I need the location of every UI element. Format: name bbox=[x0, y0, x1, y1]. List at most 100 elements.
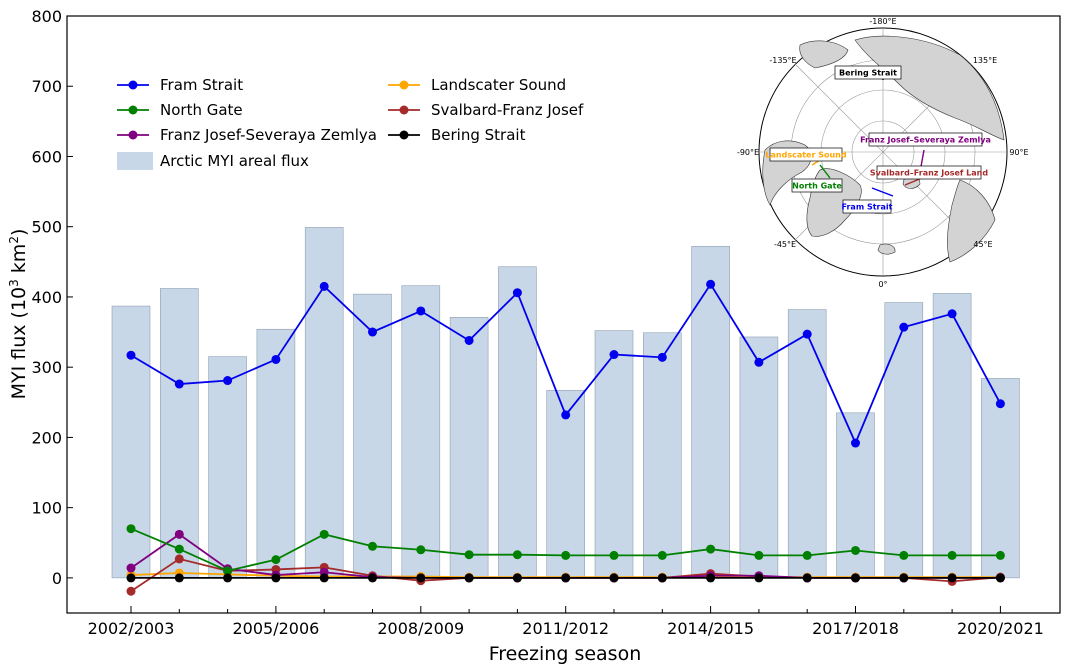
bar-2014/2015 bbox=[691, 246, 730, 579]
point-fram-strait-2006/2007 bbox=[319, 281, 329, 291]
point-north-gate-2003/2004 bbox=[174, 544, 184, 554]
legend-item-bering-strait: Bering Strait bbox=[388, 126, 526, 144]
legend-swatch-marker bbox=[128, 105, 138, 115]
bars-layer bbox=[111, 227, 1020, 579]
point-fram-strait-2016/2017 bbox=[802, 329, 812, 339]
legend-swatch-marker bbox=[399, 105, 409, 115]
point-north-gate-2019/2020 bbox=[947, 550, 957, 560]
y-tick-label: 300 bbox=[31, 358, 62, 377]
point-bering-strait-2004/2005 bbox=[223, 573, 233, 583]
legend-label: Svalbard-Franz Josef bbox=[431, 101, 584, 119]
point-bering-strait-2019/2020 bbox=[947, 573, 957, 583]
map-label-svalbard-franz-josef-land: Svalbard–Franz Josef Land bbox=[870, 165, 988, 180]
point-fram-strait-2010/2011 bbox=[512, 288, 522, 298]
point-fram-strait-2008/2009 bbox=[416, 306, 426, 316]
map-label-landscater-sound: Landscater Sound bbox=[765, 147, 847, 162]
svg-text:Franz Josef–Severaya Zemlya: Franz Josef–Severaya Zemlya bbox=[860, 136, 991, 145]
x-tick-label: 2011/2012 bbox=[522, 619, 609, 638]
point-svalbard-franz-josef-2003/2004 bbox=[174, 554, 184, 564]
x-tick-label: 2002/2003 bbox=[88, 619, 175, 638]
bar-2019/2020 bbox=[932, 293, 972, 579]
point-bering-strait-2009/2010 bbox=[464, 573, 474, 583]
map-lon-label: 45°E bbox=[973, 240, 992, 249]
bar-2013/2014 bbox=[642, 332, 682, 579]
point-fram-strait-2020/2021 bbox=[995, 399, 1005, 409]
point-north-gate-2010/2011 bbox=[512, 550, 522, 560]
x-tick-label: 2020/2021 bbox=[957, 619, 1044, 638]
x-axis: 2002/2003 2005/2006 2008/2009 2011/2012 2014… bbox=[88, 606, 1044, 638]
map-land-alaska bbox=[799, 40, 849, 69]
svg-text:Bering Strait: Bering Strait bbox=[839, 69, 897, 78]
bar-2012/2013 bbox=[594, 330, 634, 579]
bar-2020/2021 bbox=[981, 378, 1020, 579]
map-land-scandinavia bbox=[947, 179, 996, 263]
point-north-gate-2009/2010 bbox=[464, 550, 474, 560]
legend-label: Arctic MYI areal flux bbox=[160, 152, 309, 170]
point-bering-strait-2016/2017 bbox=[802, 573, 812, 583]
point-fram-strait-2003/2004 bbox=[174, 379, 184, 389]
map-gate-fram-strait bbox=[871, 187, 894, 197]
legend-swatch-marker bbox=[128, 130, 138, 140]
series-north-gate bbox=[126, 524, 1005, 576]
map-lon-label: 0° bbox=[878, 280, 887, 289]
arctic-inset-map: -180°E -135°E 135°E -90°E 90°E -45°E 45°… bbox=[737, 17, 1029, 289]
y-axis: 0 100 200 300 400 500 600 700 800 bbox=[31, 7, 73, 588]
point-fram-strait-2012/2013 bbox=[609, 350, 619, 360]
point-north-gate-2005/2006 bbox=[271, 555, 281, 565]
x-tick-label: 2008/2009 bbox=[377, 619, 464, 638]
plot-frame bbox=[66, 15, 1061, 614]
x-tick-label: 2005/2006 bbox=[232, 619, 319, 638]
map-lon-label: -135°E bbox=[769, 56, 796, 65]
x-tick-label: 2014/2015 bbox=[667, 619, 754, 638]
point-fram-strait-2004/2005 bbox=[223, 376, 233, 386]
point-svalbard-franz-josef-2002/2003 bbox=[126, 586, 136, 596]
point-fram-strait-2015/2016 bbox=[754, 357, 764, 367]
map-lon-label: -90°E bbox=[737, 148, 759, 157]
bar-2003/2004 bbox=[160, 288, 199, 579]
point-bering-strait-2010/2011 bbox=[512, 573, 522, 583]
point-bering-strait-2012/2013 bbox=[609, 573, 619, 583]
x-tick-label: 2017/2018 bbox=[812, 619, 899, 638]
point-bering-strait-2011/2012 bbox=[561, 573, 571, 583]
legend-swatch-marker bbox=[128, 80, 138, 90]
point-franz-josef-severaya-zemlya-2002/2003 bbox=[126, 563, 136, 573]
map-label-north-gate: North Gate bbox=[791, 178, 842, 193]
bar-2016/2017 bbox=[787, 309, 827, 579]
point-bering-strait-2014/2015 bbox=[706, 573, 716, 583]
point-north-gate-2016/2017 bbox=[802, 550, 812, 560]
bar-2004/2005 bbox=[208, 356, 247, 579]
y-tick-label: 500 bbox=[31, 218, 62, 237]
point-bering-strait-2013/2014 bbox=[657, 573, 667, 583]
point-north-gate-2013/2014 bbox=[657, 550, 667, 560]
map-lon-label: 90°E bbox=[1009, 148, 1028, 157]
point-north-gate-2011/2012 bbox=[561, 550, 571, 560]
y-axis-title: MYI flux (103 km2) bbox=[7, 229, 30, 400]
map-lon-label: -45°E bbox=[774, 240, 796, 249]
legend-label: Bering Strait bbox=[431, 126, 526, 144]
legend-swatch-marker bbox=[399, 130, 409, 140]
y-tick-label: 600 bbox=[31, 147, 62, 166]
point-fram-strait-2009/2010 bbox=[464, 335, 474, 345]
bar-2002/2003 bbox=[111, 305, 151, 579]
legend-item-north-gate: North Gate bbox=[117, 101, 243, 119]
point-north-gate-2017/2018 bbox=[851, 545, 860, 555]
y-tick-label: 400 bbox=[31, 288, 62, 307]
map-label-fram-strait: Fram Strait bbox=[842, 199, 893, 214]
legend-label: Fram Strait bbox=[160, 76, 243, 94]
map-land-siberia bbox=[854, 35, 1005, 141]
map-label-bering-strait: Bering Strait bbox=[834, 65, 902, 80]
point-fram-strait-2014/2015 bbox=[706, 279, 716, 289]
point-fram-strait-2017/2018 bbox=[851, 438, 860, 448]
point-bering-strait-2018/2019 bbox=[899, 573, 909, 583]
map-gate-north-gate bbox=[819, 164, 831, 179]
point-fram-strait-2005/2006 bbox=[271, 354, 281, 364]
point-bering-strait-2008/2009 bbox=[416, 573, 426, 583]
point-north-gate-2012/2013 bbox=[609, 550, 619, 560]
svg-text:North Gate: North Gate bbox=[792, 182, 842, 191]
point-fram-strait-2013/2014 bbox=[657, 352, 667, 362]
lines-layer bbox=[126, 279, 1005, 596]
legend-swatch-bar bbox=[117, 152, 153, 170]
point-fram-strait-2019/2020 bbox=[947, 309, 957, 319]
svg-text:Landscater Sound: Landscater Sound bbox=[765, 151, 846, 160]
point-north-gate-2006/2007 bbox=[319, 529, 329, 539]
